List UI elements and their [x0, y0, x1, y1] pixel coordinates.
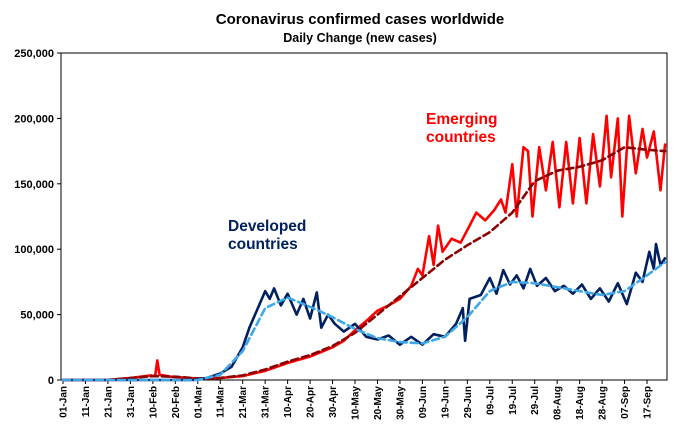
- x-tick-label: 20-Feb: [171, 386, 182, 418]
- x-tick-label: 11-Jan: [81, 386, 92, 417]
- x-tick-label: 10-Feb: [148, 386, 159, 418]
- chart-subtitle: Daily Change (new cases): [283, 31, 437, 45]
- x-tick-label: 19-Jun: [440, 386, 451, 418]
- x-tick-label: 09-Jul: [485, 386, 496, 415]
- x-tick-label: 07-Sep: [620, 386, 631, 419]
- annotation-developed-line: countries: [228, 236, 298, 253]
- x-tick-label: 21-Jan: [103, 386, 114, 418]
- x-tick-label: 31-Mar: [261, 386, 272, 418]
- x-tick-label: 01-Jan: [59, 386, 70, 418]
- x-tick-label: 17-Sep: [643, 386, 654, 419]
- series-developed-trend: [61, 261, 667, 382]
- x-tick-label: 10-May: [351, 386, 362, 420]
- x-tick-label: 20-Apr: [306, 386, 317, 418]
- annotation-emerging-line: Emerging: [426, 111, 497, 128]
- x-tick-label: 30-May: [395, 386, 406, 420]
- x-tick-label: 30-Apr: [328, 386, 339, 418]
- x-tick-label: 01-Mar: [193, 386, 204, 418]
- x-axis: 01-Jan 11-Jan 21-Jan 31-Jan 10-Feb 20-Feb 01-M…: [59, 380, 654, 420]
- series-group: [61, 114, 667, 382]
- y-tick-label: 0: [48, 375, 54, 387]
- plot-area: [60, 52, 668, 381]
- x-tick-label: 29-Jun: [463, 386, 474, 418]
- y-tick-label: 200,000: [14, 113, 54, 125]
- y-axis: 0 50,000 100,000 150,000 200,000 250,000: [14, 48, 61, 387]
- y-tick-label: 250,000: [14, 48, 54, 60]
- x-tick-label: 19-Jul: [508, 386, 519, 415]
- x-tick-label: 31-Jan: [126, 386, 137, 418]
- x-tick-label: 10-Apr: [283, 386, 294, 418]
- x-tick-label: 09-Jun: [418, 386, 429, 418]
- y-tick-label: 50,000: [20, 310, 54, 322]
- y-tick-label: 150,000: [14, 179, 54, 191]
- x-tick-label: 18-Aug: [575, 386, 586, 420]
- x-tick-label: 29-Jul: [530, 386, 541, 415]
- annotation-developed-line: Developed: [228, 218, 306, 235]
- y-tick-label: 100,000: [14, 244, 54, 256]
- series-emerging-trend: [61, 145, 667, 382]
- x-tick-label: 08-Aug: [553, 386, 564, 420]
- x-tick-label: 20-May: [373, 386, 384, 420]
- annotation-emerging-line: countries: [426, 129, 496, 146]
- chart-title: Coronavirus confirmed cases worldwide: [216, 11, 504, 28]
- x-tick-label: 11-Mar: [216, 386, 227, 418]
- x-tick-label: 28-Aug: [598, 386, 609, 420]
- x-tick-label: 21-Mar: [238, 386, 249, 418]
